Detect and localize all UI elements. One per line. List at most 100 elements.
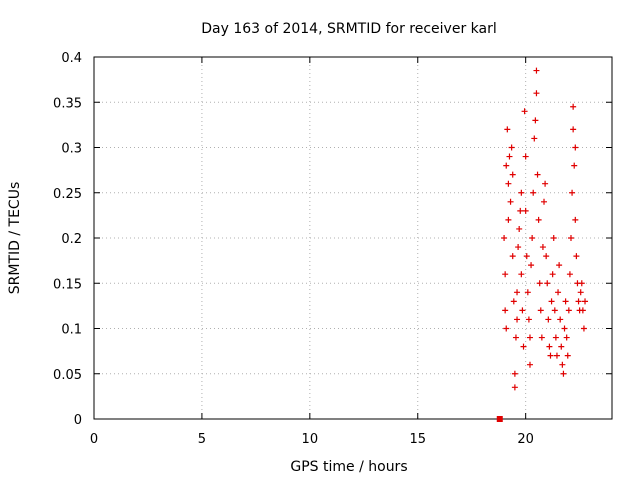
data-point (507, 198, 514, 205)
data-point (528, 262, 535, 269)
data-point (548, 298, 555, 305)
y-tick-label: 0 (74, 413, 82, 428)
data-point (501, 235, 508, 241)
data-point (569, 189, 576, 196)
data-point (572, 216, 579, 223)
data-point (564, 352, 571, 359)
data-point (558, 343, 565, 350)
data-point (539, 244, 546, 251)
y-tick-label: 0.3 (61, 142, 82, 157)
y-tick-label: 0.15 (53, 277, 82, 292)
data-point (541, 198, 548, 205)
data-point (550, 235, 557, 241)
data-point (533, 90, 540, 97)
data-point (546, 343, 553, 350)
data-point (509, 171, 516, 178)
data-point (562, 298, 569, 305)
data-point (551, 307, 558, 314)
data-point (496, 416, 503, 422)
data-point (535, 216, 542, 223)
data-point (506, 153, 513, 160)
data-points (496, 67, 589, 422)
data-point (530, 189, 537, 196)
x-tick-label: 0 (90, 432, 98, 447)
x-tick-label: 15 (409, 432, 426, 447)
data-point (538, 334, 545, 341)
data-point (519, 307, 526, 314)
data-point (552, 334, 559, 341)
data-point (502, 307, 509, 314)
data-point (557, 316, 564, 323)
data-point (524, 289, 531, 296)
data-point (503, 325, 510, 332)
x-axis-label: GPS time / hours (290, 459, 407, 475)
data-point (518, 271, 525, 278)
data-point (514, 316, 521, 323)
data-point (518, 189, 525, 196)
y-tick-label: 0.05 (53, 368, 82, 383)
data-point (570, 126, 577, 133)
data-point (532, 117, 539, 124)
data-point (510, 298, 517, 305)
data-point (563, 334, 570, 341)
grid-layer (94, 57, 612, 419)
data-point (572, 144, 579, 151)
data-point (556, 262, 563, 269)
data-point (549, 271, 556, 278)
data-point (534, 171, 541, 178)
y-tick-label: 0.4 (61, 51, 82, 66)
tick-layer: 0 5 10 15 20 0 0.05 0.1 0.15 0.2 0.25 0.3 0.35 0.4 (53, 51, 612, 447)
data-point (575, 298, 582, 305)
data-point (544, 280, 551, 287)
data-point (526, 334, 533, 341)
data-point (529, 235, 536, 241)
y-tick-label: 0.1 (61, 323, 82, 338)
x-tick-label: 5 (198, 432, 206, 447)
data-point (537, 307, 544, 314)
data-point (570, 103, 577, 110)
data-point (517, 207, 524, 214)
data-point (503, 162, 510, 169)
y-axis-label: SRMTID / TECUs (7, 182, 23, 295)
data-point (547, 352, 554, 359)
data-point (582, 298, 589, 305)
data-point (505, 216, 512, 223)
data-point (515, 244, 522, 251)
data-point (553, 352, 560, 359)
data-point (504, 126, 511, 133)
data-point (580, 325, 587, 332)
data-point (545, 316, 552, 323)
data-point (508, 144, 515, 151)
data-point (522, 153, 529, 160)
y-tick-label: 0.35 (53, 96, 82, 111)
data-point (523, 253, 530, 260)
data-point (516, 225, 523, 232)
data-point (511, 370, 518, 377)
data-point (566, 271, 573, 278)
data-point (531, 135, 538, 142)
data-point (520, 343, 527, 350)
data-point (543, 253, 550, 260)
data-point (505, 180, 512, 187)
data-point (509, 253, 516, 260)
data-point (542, 180, 549, 187)
data-point (571, 162, 578, 169)
data-point (521, 108, 528, 115)
data-point (559, 361, 566, 368)
data-point (533, 67, 540, 74)
data-point (560, 370, 567, 377)
data-point (525, 316, 532, 323)
chart-title: Day 163 of 2014, SRMTID for receiver kar… (201, 21, 497, 37)
x-tick-label: 10 (302, 432, 319, 447)
data-point (512, 334, 519, 341)
data-point (573, 253, 580, 260)
data-point (567, 235, 574, 241)
data-point (536, 280, 543, 287)
x-tick-label: 20 (517, 432, 534, 447)
data-point (555, 289, 562, 296)
data-point (514, 289, 521, 296)
data-point (579, 307, 586, 314)
data-point (577, 289, 584, 296)
data-point (522, 207, 529, 214)
